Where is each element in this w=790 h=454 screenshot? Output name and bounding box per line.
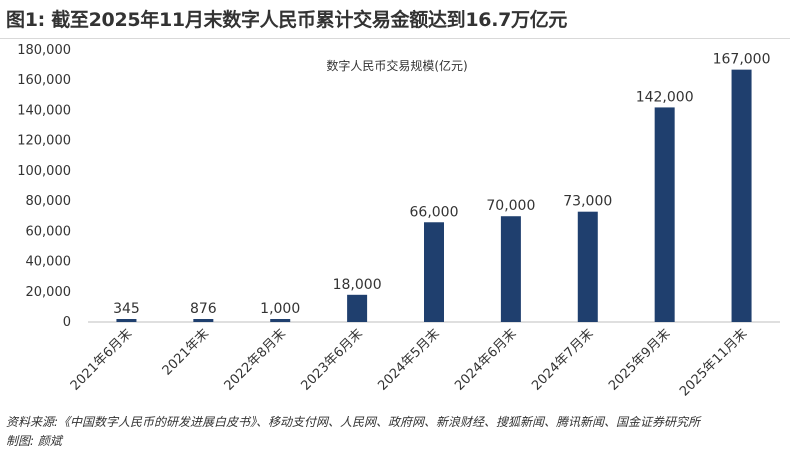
y-tick-label: 40,000 (26, 255, 72, 270)
bar-value-label: 66,000 (410, 204, 459, 220)
y-tick-label: 100,000 (17, 164, 71, 179)
y-tick-label: 0 (63, 315, 71, 330)
bar-value-label: 73,000 (563, 194, 612, 210)
legend-label: 数字人民币交易规模(亿元) (326, 58, 467, 73)
source-note: 资料来源:《中国数字人民币的研发进展白皮书》、移动支付网、人民网、政府网、新浪财… (6, 415, 701, 429)
bar (424, 222, 444, 322)
x-category-label: 2024年5月末 (375, 326, 442, 393)
author-note: 制图: 颜斌 (6, 434, 62, 448)
bar (654, 107, 675, 322)
y-tick-label: 60,000 (26, 224, 72, 239)
bar-value-label: 345 (113, 301, 140, 317)
bar (116, 319, 137, 322)
y-tick-label: 20,000 (26, 285, 72, 300)
x-category-label: 2025年11月末 (677, 326, 750, 399)
title-divider (0, 38, 790, 39)
bar-chart: 0 20,000 40,000 60,000 80,000 100,000 120,000 1… (17, 43, 780, 400)
figure-title: 图1: 截至2025年11月末数字人民币累计交易金额达到16.7万亿元 (6, 9, 568, 31)
x-category-label: 2023年6月末 (299, 326, 366, 393)
y-tick-label: 180,000 (17, 43, 71, 58)
bar (500, 216, 521, 322)
bar-value-label: 142,000 (636, 89, 694, 105)
bar (577, 211, 598, 322)
x-category-label: 2025年9月末 (606, 326, 673, 393)
y-tick-label: 140,000 (17, 103, 71, 118)
bar-value-label: 70,000 (486, 198, 535, 214)
x-category-label: 2022年8月末 (222, 326, 289, 393)
bar (347, 294, 368, 322)
bar-value-label: 876 (190, 301, 217, 317)
y-tick-label: 120,000 (17, 134, 71, 149)
x-category-label: 2021年末 (160, 326, 212, 378)
bar-value-label: 1,000 (260, 301, 300, 317)
x-category-label: 2024年7月末 (529, 326, 596, 393)
bar-value-label: 167,000 (713, 52, 771, 68)
y-tick-label: 160,000 (17, 73, 71, 88)
bar (193, 319, 214, 322)
x-category-label: 2024年6月末 (452, 326, 519, 393)
y-tick-label: 80,000 (26, 194, 72, 209)
bar (270, 319, 291, 322)
x-category-label: 2021年6月末 (68, 326, 135, 393)
bar (731, 69, 752, 323)
bar-value-label: 18,000 (333, 277, 382, 293)
